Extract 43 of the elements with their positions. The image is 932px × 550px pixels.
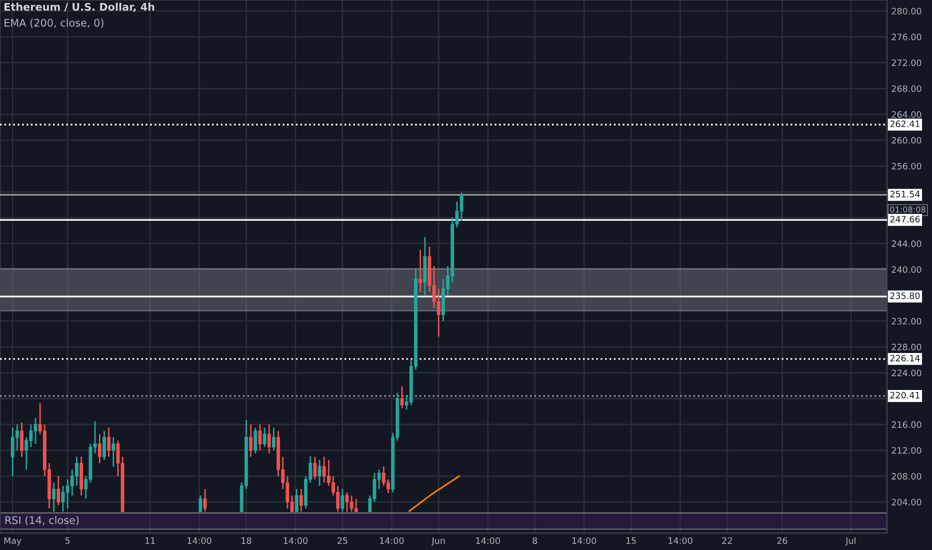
x-tick-label: 18 bbox=[242, 537, 252, 544]
x-tick-label: 25 bbox=[338, 537, 348, 544]
y-tick-label: 264.00 bbox=[892, 111, 922, 118]
y-tick-label: 244.00 bbox=[892, 240, 922, 248]
x-tick-label: 22 bbox=[722, 537, 732, 544]
y-tick-label: 224.00 bbox=[892, 370, 922, 376]
x-tick-label: Jun bbox=[431, 537, 445, 546]
y-tick-label: 276.00 bbox=[892, 34, 922, 40]
x-tick-label: 14:00 bbox=[380, 537, 404, 544]
y-tick-label: 208.00 bbox=[892, 472, 922, 480]
text: 01:08:08 bbox=[890, 206, 926, 212]
chart-title: Ethereum / U.S. Dollar, 4h bbox=[4, 2, 154, 12]
y-tick-label: 212.00 bbox=[892, 447, 922, 454]
y-tick-label: 280.00 bbox=[892, 8, 922, 14]
x-tick-label: 15 bbox=[626, 537, 636, 544]
y-tick-label: 240.00 bbox=[892, 266, 922, 273]
x-tick-label: 26 bbox=[777, 537, 788, 544]
ref-line-label: 262.41 bbox=[890, 120, 920, 128]
ref-line-label: 251.54 bbox=[890, 190, 920, 198]
y-tick-label: 268.00 bbox=[892, 85, 922, 92]
ref-line-label: 247.66 bbox=[890, 216, 920, 222]
ref-line-label: 226.14 bbox=[890, 354, 920, 362]
ref-line-label: 220.41 bbox=[890, 392, 920, 399]
y-tick-label: 260.00 bbox=[892, 137, 922, 144]
ref-line-label: 235.80 bbox=[890, 292, 920, 300]
x-tick-label: 8 bbox=[532, 537, 538, 544]
x-tick-label: 14:00 bbox=[188, 537, 212, 544]
x-tick-label: May bbox=[4, 537, 22, 546]
x-tick-label: 14:00 bbox=[284, 537, 308, 544]
band-label: RSI (14, close) bbox=[5, 516, 79, 526]
y-tick-label: 232.00 bbox=[892, 318, 922, 325]
x-tick-label: 11 bbox=[145, 537, 155, 544]
y-tick-label: 204.00 bbox=[892, 498, 922, 506]
x-tick-label: 5 bbox=[65, 537, 70, 544]
annotation: EMA (200, close, 0) bbox=[4, 18, 104, 28]
y-tick-label: 216.00 bbox=[892, 421, 922, 428]
y-tick-label: 228.00 bbox=[892, 344, 922, 350]
x-tick-label: 14:00 bbox=[572, 537, 596, 544]
x-tick-label: 14:00 bbox=[476, 537, 500, 544]
x-tick-label: Jul bbox=[845, 537, 856, 546]
y-tick-label: 256.00 bbox=[892, 162, 922, 170]
y-tick-label: 272.00 bbox=[892, 60, 922, 66]
x-tick-label: 14:00 bbox=[668, 537, 692, 544]
